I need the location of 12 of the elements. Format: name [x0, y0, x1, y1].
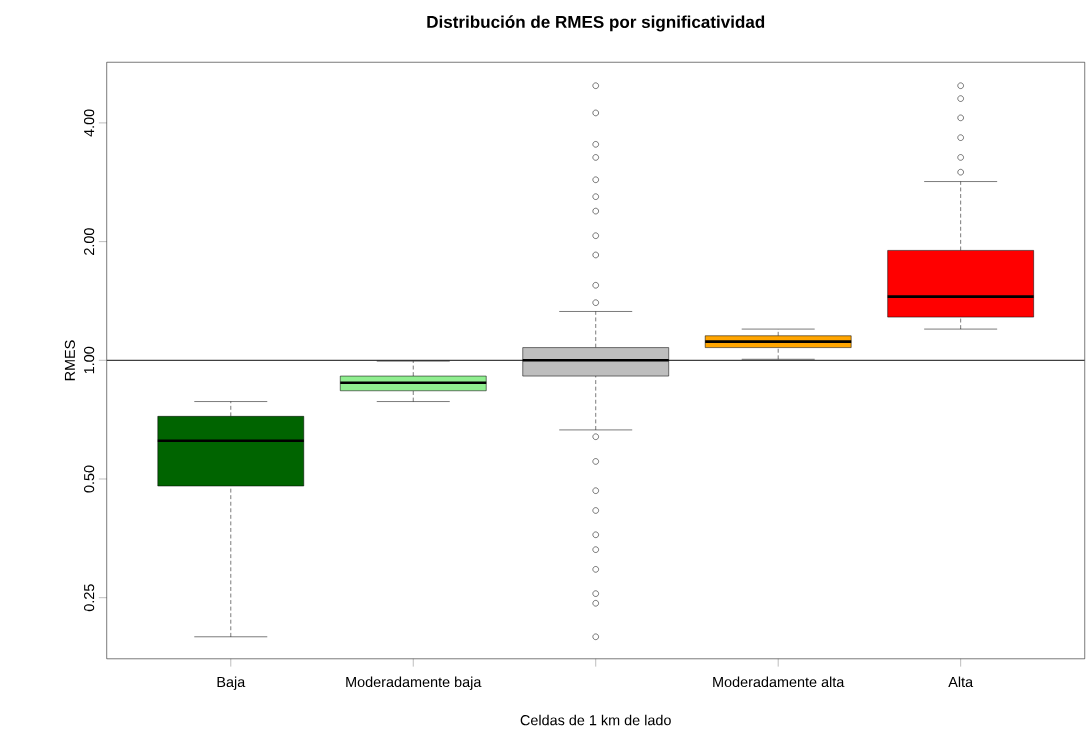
- x-tick-label: Moderadamente alta: [713, 676, 845, 687]
- x-tick-label: Moderadamente baja: [346, 676, 482, 690]
- y-tick-label: 2.00: [84, 227, 95, 255]
- x-tick-label: Alta: [948, 676, 974, 687]
- x-tick-label: Baja: [217, 676, 246, 690]
- y-tick-label: 0.50: [84, 465, 95, 493]
- y-tick-label: 0.25: [84, 584, 95, 611]
- y-tick-label: 1.00: [84, 346, 95, 374]
- chart-title: Distribución de RMES por significatividad: [427, 15, 765, 32]
- y-tick-label: 4.00: [84, 109, 95, 137]
- x-axis-title: Celdas de 1 km de lado: [520, 714, 671, 726]
- y-axis-title: RMES: [64, 340, 75, 380]
